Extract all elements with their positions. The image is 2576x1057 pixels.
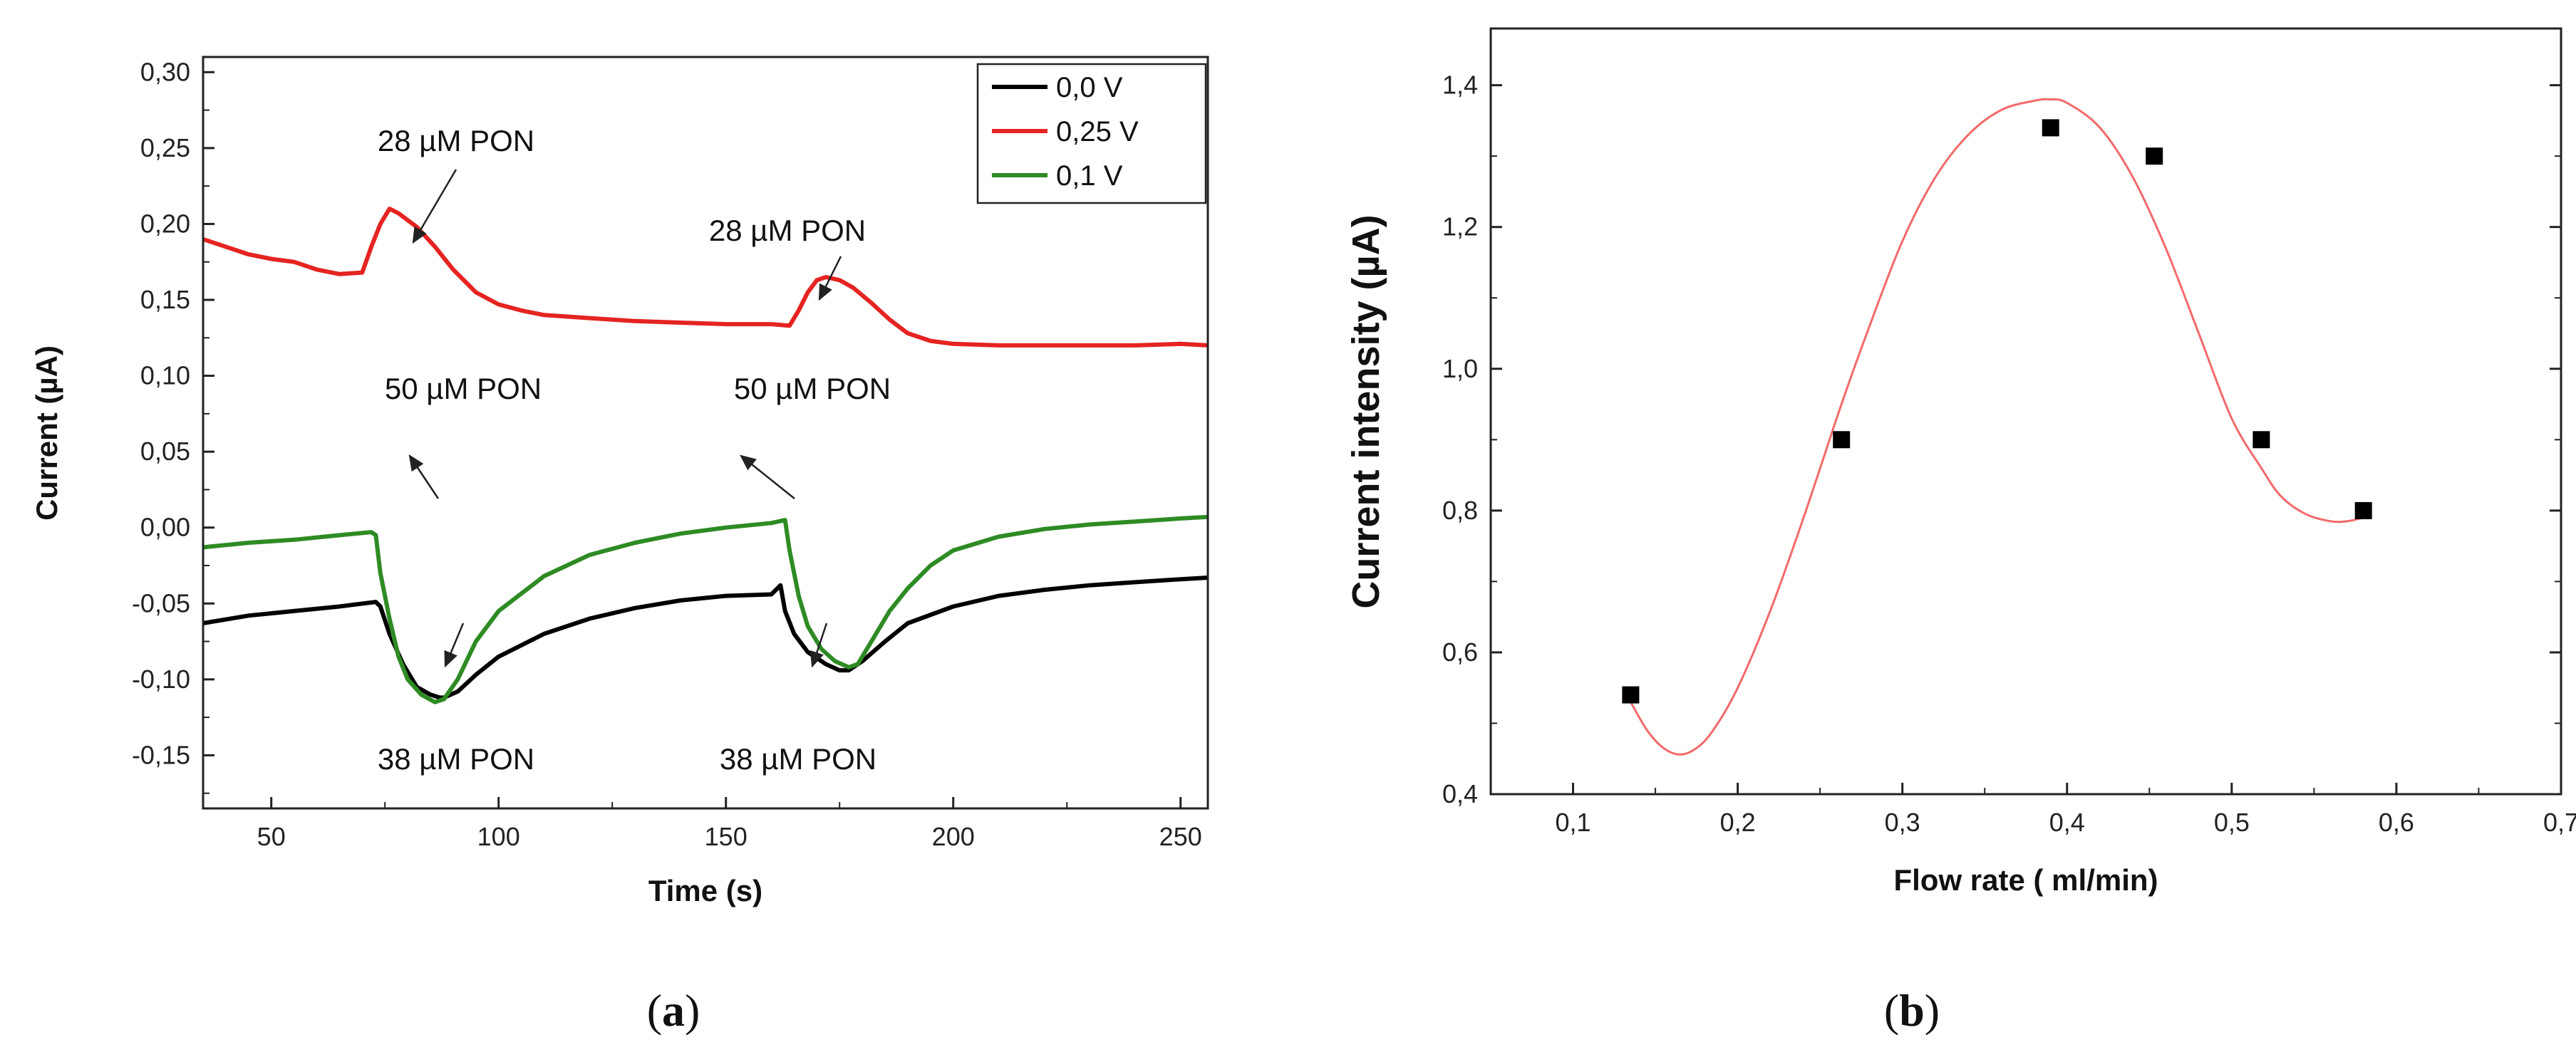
y-tick-label: 0,20 [140,209,190,238]
fit-curve [1630,98,2364,756]
annotation-label: 38 µM PON [378,742,534,776]
chart-a: 50 100 150 200 250 -0,15 -0,10 -0,05 0,00 0,05 0,1… [30,56,1209,1036]
annotation-arrow [818,256,842,301]
x-tick-label: 200 [932,822,975,851]
y-tick-label: 0,25 [140,133,190,162]
x-tick-label: 0,5 [2214,808,2250,837]
panel-label-b-letter: b [1899,985,1925,1036]
y-tick-label: 0,4 [1442,779,1478,808]
y-tick-label: 0,30 [140,57,190,86]
y-tick-label: 1,2 [1442,212,1478,241]
y-tick-label: -0,10 [132,665,190,694]
panel-label-a: (a) [647,985,700,1036]
x-tick-label: 150 [705,822,748,851]
x-tick-label: 0,2 [1720,808,1756,837]
annotation-label: 50 µM PON [385,372,542,405]
x-tick-label: 0,6 [2379,808,2414,837]
y-tick-label: 0,10 [140,361,190,390]
annotation-label: 50 µM PON [734,372,891,405]
data-point [2042,119,2059,137]
legend-entry-1: 0,25 V [1056,116,1139,147]
annotation-arrow [740,454,795,499]
y-tick-label: 0,15 [140,285,190,314]
y-tick-label: -0,05 [132,588,190,618]
data-point [1622,686,1640,704]
y-tick-label: 1,0 [1442,354,1478,383]
y-tick-label: 1,4 [1442,71,1478,100]
series-line-2 [202,514,1209,704]
data-point [2252,431,2270,449]
x-tick-label: 100 [477,822,520,851]
y-tick-label: 0,8 [1442,496,1478,525]
chart-b-ylabel: Current intensity (µA) [1345,214,1387,608]
annotation-arrow [809,623,828,668]
chart-a-xlabel: Time (s) [648,874,762,907]
y-tick-label: 0,00 [140,513,190,542]
chart-b-plot-frame [1489,27,2562,796]
x-tick-label: 250 [1159,822,1202,851]
annotation-arrow [444,623,465,668]
x-tick-label: 0,4 [2049,808,2085,837]
legend-entry-2: 0,1 V [1056,160,1123,192]
x-tick-label: 0,7 [2543,808,2576,837]
annotation-label: 28 µM PON [709,214,866,247]
series-line-0 [202,576,1209,700]
chart-a-legend: 0,0 V 0,25 V 0,1 V [976,63,1207,204]
x-tick-label: 50 [257,822,286,851]
x-tick-label: 0,1 [1556,808,1591,837]
annotation-arrow [412,169,457,244]
panel-label-a-letter: a [662,985,685,1036]
chart-a-plot-frame [202,56,1209,810]
x-tick-label: 0,3 [1885,808,1920,837]
y-tick-label: 0,6 [1442,637,1478,667]
chart-b-xlabel: Flow rate ( ml/min) [1893,863,2158,897]
annotation-label: 28 µM PON [378,124,534,157]
series-line-1 [202,207,1209,348]
panel-label-b: (b) [1884,985,1940,1036]
data-point [1833,431,1851,449]
data-point [2146,147,2163,165]
data-point [2354,501,2372,519]
annotation-label: 38 µM PON [720,742,876,776]
chart-b: 0,1 0,2 0,3 0,4 0,5 0,6 0,70,40,60,81,01,21,4 … [1345,27,2576,1036]
chart-a-ylabel: Current (µA) [30,345,63,521]
y-tick-label: -0,15 [132,740,190,769]
annotation-arrow [408,454,440,499]
legend-entry-0: 0,0 V [1056,72,1123,103]
y-tick-label: 0,05 [140,437,190,466]
